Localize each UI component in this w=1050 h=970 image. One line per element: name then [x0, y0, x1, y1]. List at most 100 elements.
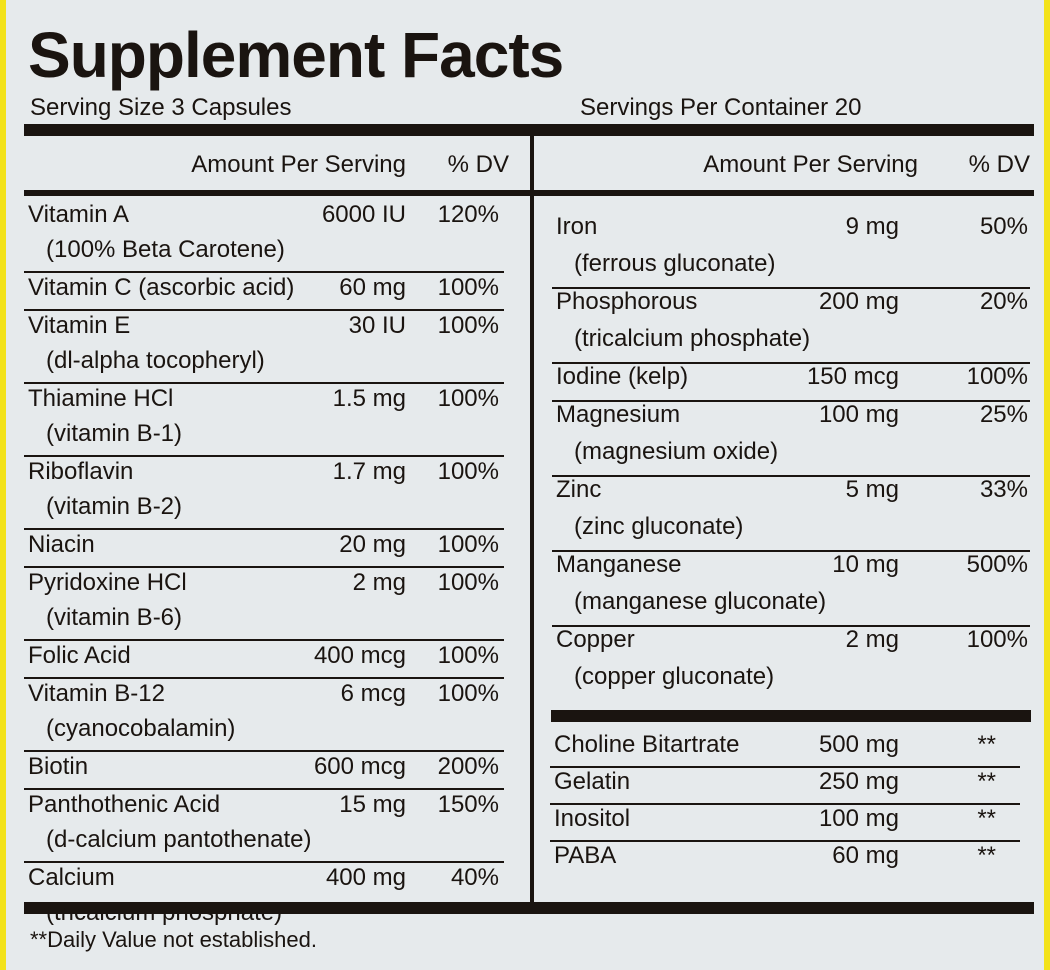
amount: 15 mg [339, 791, 406, 818]
amount: 150 mcg [806, 363, 899, 390]
amount: 9 mg [845, 213, 899, 240]
daily-value: ** [977, 768, 996, 795]
daily-value: 100% [437, 680, 499, 707]
amount: 6000 IU [321, 201, 406, 228]
nutrient-name: PABA [554, 842, 617, 869]
row-rule [552, 362, 1030, 364]
row-rule [24, 455, 504, 457]
nutrient-note: (magnesium oxide) [574, 438, 779, 465]
amount: 1.7 mg [332, 458, 406, 485]
amount: 400 mcg [313, 642, 406, 669]
amount: 100 mg [818, 805, 899, 832]
daily-value: 100% [437, 274, 499, 301]
rule [534, 190, 1034, 196]
daily-value: 100% [966, 363, 1028, 390]
nutrient-name: Riboflavin [28, 458, 134, 485]
daily-value: 100% [966, 626, 1028, 653]
daily-value: 100% [437, 642, 499, 669]
nutrient-note: (dl-alpha tocopheryl) [46, 347, 265, 374]
nutrient-name: Manganese [556, 551, 682, 578]
rule [24, 124, 1034, 136]
amount: 60 mg [339, 274, 406, 301]
amount: 250 mg [818, 768, 899, 795]
nutrient-note: (cyanocobalamin) [46, 715, 236, 742]
row-rule [24, 788, 504, 790]
nutrient-name: Vitamin B-12 [28, 680, 165, 707]
amount: 6 mcg [340, 680, 406, 707]
row-rule [24, 639, 504, 641]
nutrient-name: Choline Bitartrate [554, 731, 740, 758]
row-rule [552, 550, 1030, 552]
nutrient-name: Iron [556, 213, 598, 240]
daily-value: 33% [979, 476, 1028, 503]
daily-value: 150% [437, 791, 499, 818]
nutrient-name: Calcium [28, 864, 115, 891]
row-rule [552, 625, 1030, 627]
daily-value: 100% [437, 458, 499, 485]
footnote: **Daily Value not established. [30, 927, 317, 952]
row-rule [550, 840, 1020, 842]
daily-value: 500% [966, 551, 1028, 578]
daily-value: 25% [979, 401, 1028, 428]
amount: 20 mg [339, 531, 406, 558]
nutrient-note: (ferrous gluconate) [574, 250, 776, 277]
daily-value: ** [977, 805, 996, 832]
nutrient-note: (tricalcium phosphate) [46, 899, 283, 926]
servings-per-container: Servings Per Container 20 [580, 94, 862, 121]
nutrient-note: (vitamin B-1) [46, 420, 183, 447]
daily-value: 100% [437, 531, 499, 558]
amount: 5 mg [845, 476, 899, 503]
amount: 1.5 mg [332, 385, 406, 412]
nutrient-name: Zinc [556, 476, 602, 503]
amount: 400 mg [325, 864, 406, 891]
row-rule [24, 271, 504, 273]
amount: 10 mg [832, 551, 899, 578]
nutrient-note: (vitamin B-2) [46, 493, 183, 520]
daily-value: ** [977, 731, 996, 758]
column-header: % DV [447, 151, 509, 178]
nutrient-name: Vitamin A [28, 201, 129, 228]
row-rule [24, 528, 504, 530]
row-rule [24, 566, 504, 568]
daily-value: 100% [437, 385, 499, 412]
nutrient-name: Vitamin E [28, 312, 131, 339]
amount: 200 mg [818, 288, 899, 315]
nutrient-note: (zinc gluconate) [574, 513, 744, 540]
nutrient-name: Panthothenic Acid [28, 791, 221, 818]
row-rule [24, 382, 504, 384]
daily-value: 40% [450, 864, 499, 891]
nutrient-name: Magnesium [556, 401, 681, 428]
row-rule [550, 766, 1020, 768]
nutrient-note: (vitamin B-6) [46, 604, 183, 631]
amount: 500 mg [818, 731, 899, 758]
nutrient-name: Phosphorous [556, 288, 698, 315]
daily-value: 100% [437, 569, 499, 596]
row-rule [24, 677, 504, 679]
daily-value: 20% [979, 288, 1028, 315]
serving-size: Serving Size 3 Capsules [30, 94, 292, 121]
row-rule [552, 287, 1030, 289]
row-rule [24, 861, 504, 863]
amount: 100 mg [818, 401, 899, 428]
nutrient-name: Vitamin C (ascorbic acid) [28, 274, 295, 301]
amount: 30 IU [348, 312, 406, 339]
nutrient-note: (manganese gluconate) [574, 588, 827, 615]
rule [24, 190, 530, 196]
daily-value: 100% [437, 312, 499, 339]
row-rule [24, 750, 504, 752]
nutrient-name: Thiamine HCl [28, 385, 174, 412]
daily-value: 200% [437, 753, 499, 780]
column-header: Amount Per Serving [703, 151, 918, 178]
nutrient-name: Iodine (kelp) [556, 363, 689, 390]
daily-value: 50% [979, 213, 1028, 240]
row-rule [552, 400, 1030, 402]
amount: 600 mcg [313, 753, 406, 780]
rule [551, 710, 1031, 722]
divider [530, 130, 534, 908]
row-rule [550, 803, 1020, 805]
amount: 2 mg [845, 626, 899, 653]
nutrient-name: Biotin [28, 753, 89, 780]
nutrient-name: Gelatin [554, 768, 631, 795]
nutrient-name: Folic Acid [28, 642, 131, 669]
